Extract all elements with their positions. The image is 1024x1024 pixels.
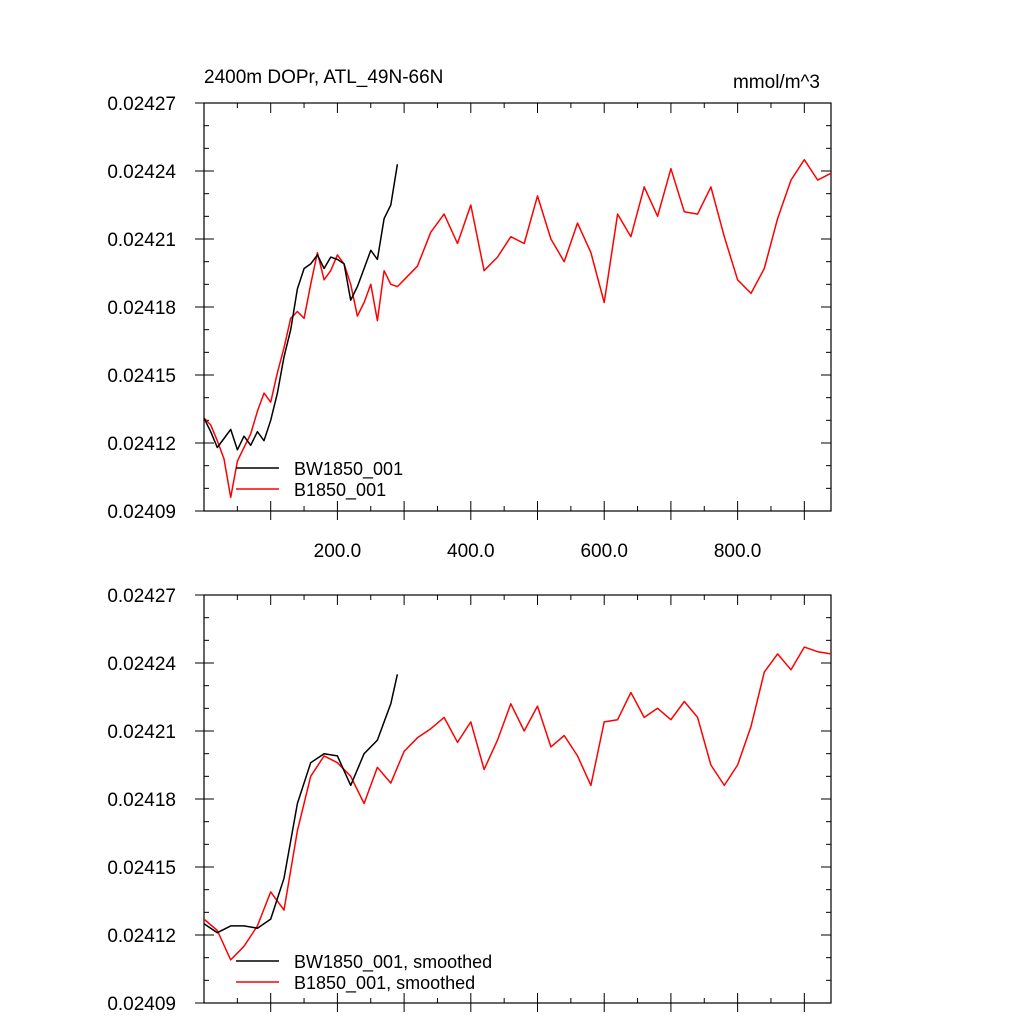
y-tick-label: 0.02415	[107, 366, 176, 387]
legend-label: B1850_001, smoothed	[294, 973, 475, 994]
y-tick-label: 0.02427	[107, 586, 176, 607]
plot-frame	[203, 594, 832, 1004]
legend-label: BW1850_001	[294, 459, 403, 480]
y-tick-label: 0.02412	[107, 434, 176, 455]
series-line-bw1850	[204, 164, 399, 451]
series-line-b1850	[204, 158, 831, 499]
y-tick-label: 0.02424	[107, 654, 176, 675]
top-panel: 0.02409 0.02412 0.02415 0.02418 0.02421 0.024…	[107, 67, 832, 562]
y-tick-label: 0.02424	[107, 162, 176, 183]
plot-frame	[203, 102, 832, 512]
y-tick-label: 0.02427	[107, 94, 176, 115]
y-tick-label: 0.02421	[107, 230, 176, 251]
x-tick-label: 400.0	[447, 541, 495, 562]
x-tick-label: 600.0	[580, 541, 628, 562]
y-tick-label: 0.02412	[107, 926, 176, 947]
legend-label: B1850_001	[294, 480, 386, 501]
y-tick-label: 0.02409	[107, 502, 176, 523]
y-tick-label: 0.02415	[107, 858, 176, 879]
units-label: mmol/m^3	[733, 72, 820, 93]
series-line-bw1850	[204, 674, 399, 934]
legend-label: BW1850_001, smoothed	[294, 952, 492, 973]
x-tick-label: 800.0	[714, 541, 762, 562]
y-tick-label: 0.02421	[107, 722, 176, 743]
y-tick-label: 0.02418	[107, 298, 176, 319]
series-line-b1850	[204, 646, 831, 961]
chart-title: 2400m DOPr, ATL_49N-66N	[204, 67, 443, 88]
bottom-panel: 0.02409 0.02412 0.02415 0.02418 0.02421 0.024…	[107, 586, 832, 1015]
y-tick-label: 0.02409	[107, 994, 176, 1015]
x-tick-label: 200.0	[314, 541, 362, 562]
y-tick-label: 0.02418	[107, 790, 176, 811]
